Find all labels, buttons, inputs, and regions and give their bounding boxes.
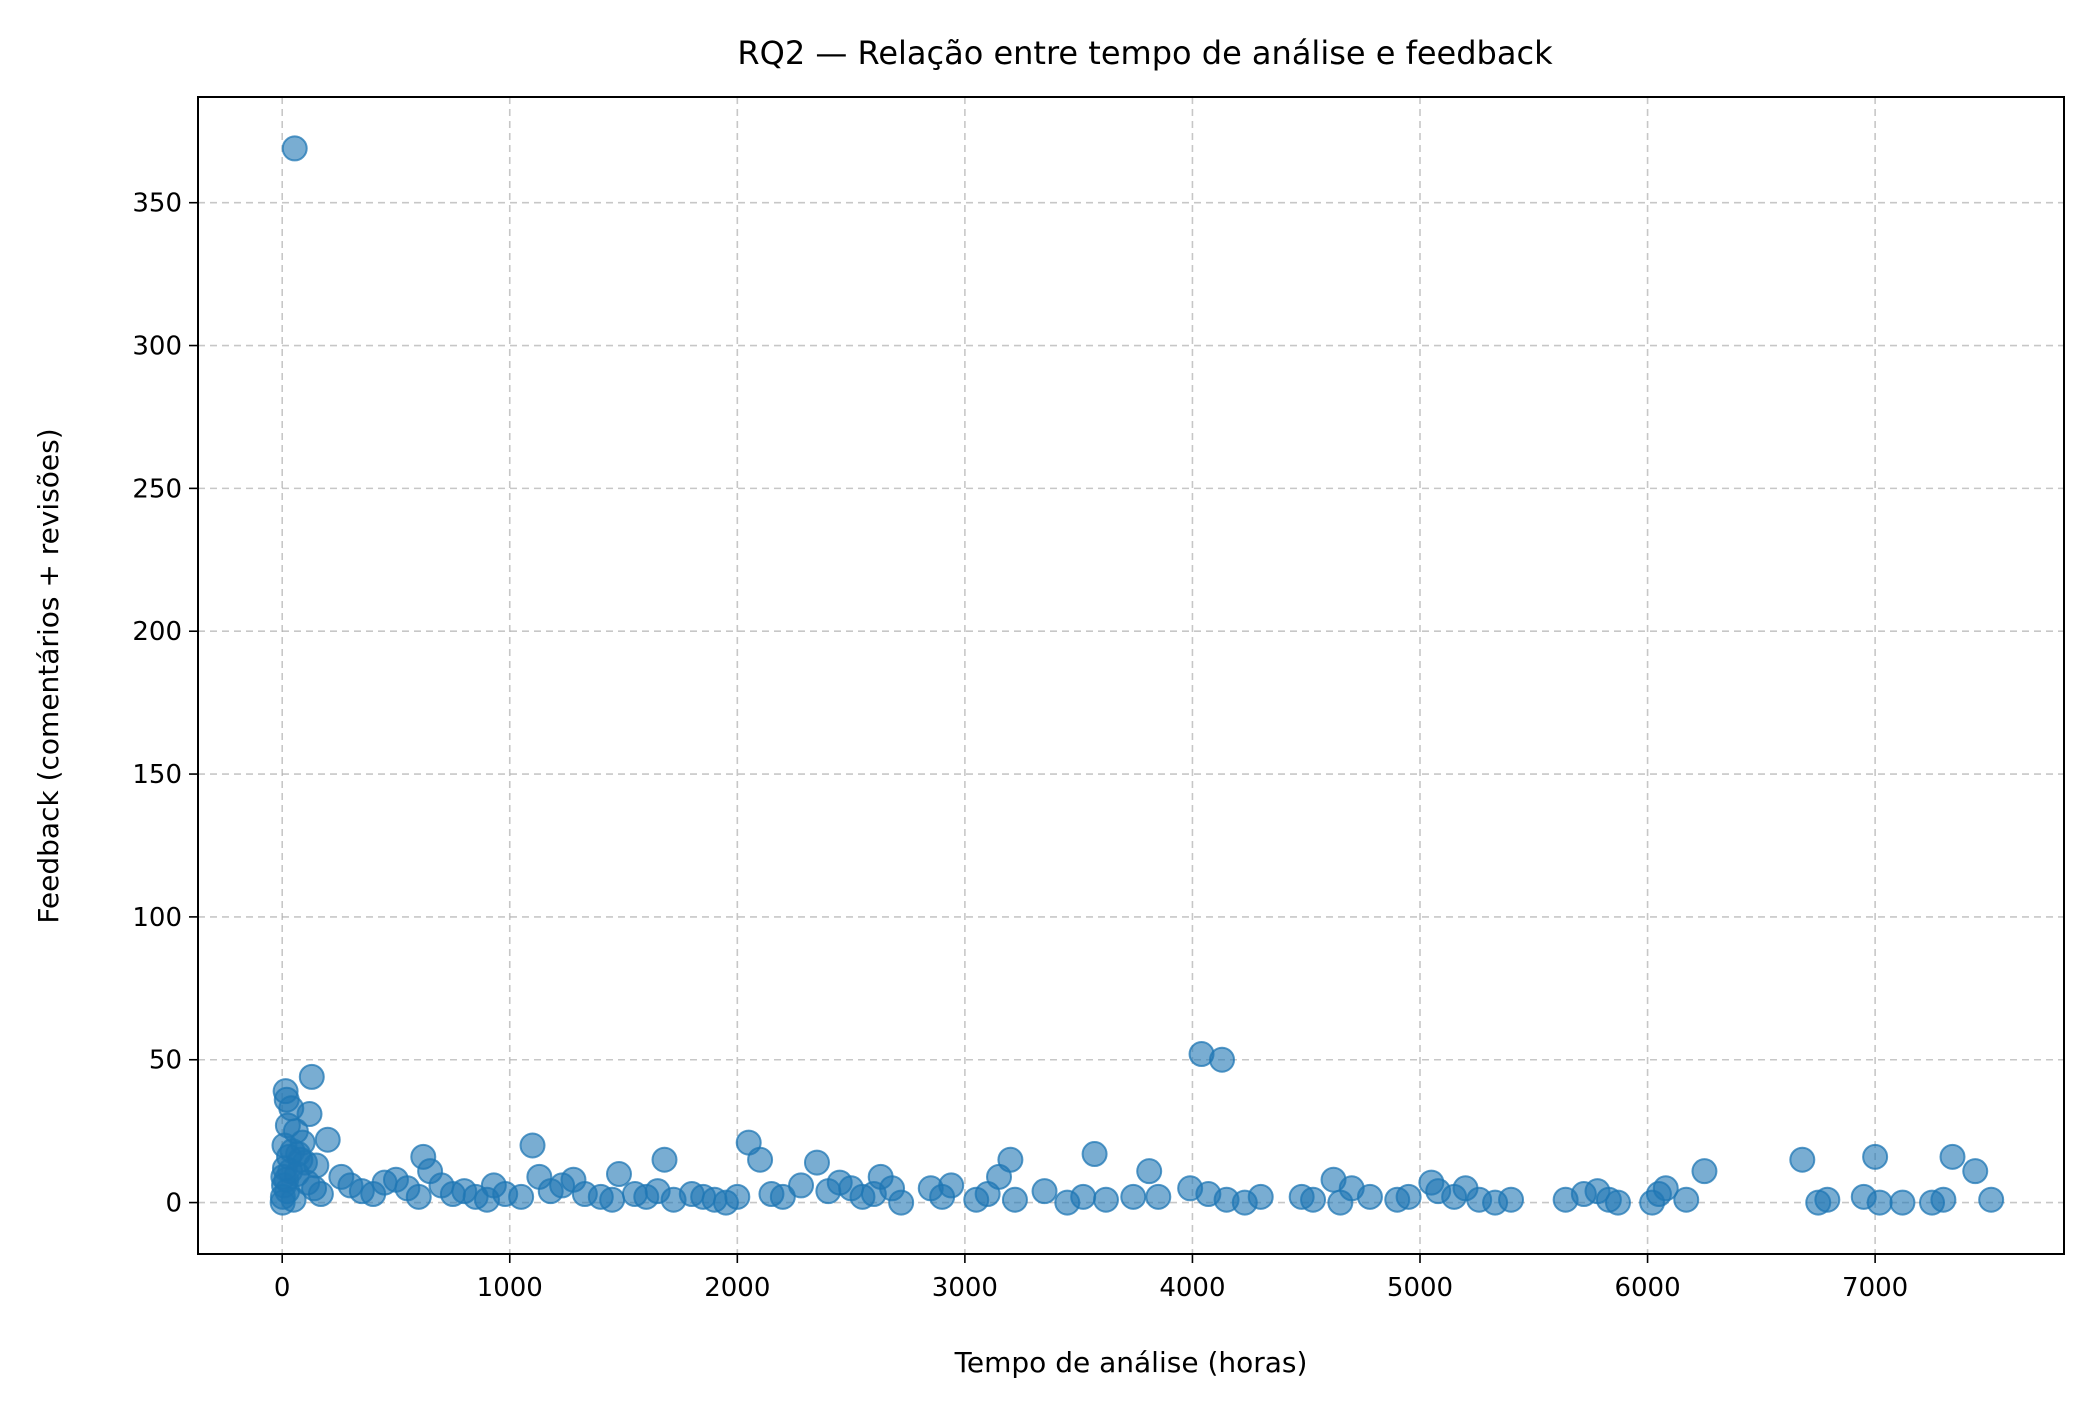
data-point <box>1136 1158 1163 1185</box>
data-point <box>1814 1186 1841 1213</box>
data-point <box>938 1172 965 1199</box>
data-point <box>1145 1183 1172 1210</box>
data-point <box>1001 1186 1028 1213</box>
data-point <box>307 1181 334 1208</box>
x-tick-label: 7000 <box>1842 1273 1908 1303</box>
data-point <box>1930 1186 1957 1213</box>
data-point <box>651 1146 678 1173</box>
data-point <box>1978 1186 2005 1213</box>
y-tick-label: 250 <box>132 474 182 504</box>
data-point <box>997 1146 1024 1173</box>
x-tick-label: 6000 <box>1614 1273 1680 1303</box>
y-tick-label: 100 <box>132 903 182 933</box>
data-point <box>1604 1189 1631 1216</box>
y-tick-label: 50 <box>149 1046 182 1076</box>
x-tick-label: 3000 <box>932 1273 998 1303</box>
data-point <box>1862 1143 1889 1170</box>
data-point <box>298 1063 325 1090</box>
data-point <box>599 1186 626 1213</box>
y-tick-label: 150 <box>132 760 182 790</box>
x-tick-label: 1000 <box>477 1273 543 1303</box>
data-point <box>1889 1189 1916 1216</box>
data-point <box>1356 1183 1383 1210</box>
x-tick-label: 5000 <box>1387 1273 1453 1303</box>
data-point <box>1789 1146 1816 1173</box>
data-point <box>405 1183 432 1210</box>
data-point <box>1300 1186 1327 1213</box>
data-point <box>1247 1183 1274 1210</box>
data-point <box>1395 1183 1422 1210</box>
data-point <box>1120 1183 1147 1210</box>
data-point <box>605 1161 632 1188</box>
data-point <box>1866 1189 1893 1216</box>
grid-layer <box>198 97 2064 1254</box>
data-point <box>269 1189 296 1216</box>
data-point <box>1962 1158 1989 1185</box>
data-point <box>1081 1141 1108 1168</box>
points-layer <box>269 135 2005 1216</box>
chart-title: RQ2 — Relação entre tempo de análise e f… <box>737 34 1553 72</box>
data-point <box>1209 1046 1236 1073</box>
data-point <box>769 1183 796 1210</box>
y-tick-label: 200 <box>132 617 182 647</box>
x-tick-label: 0 <box>274 1273 291 1303</box>
y-tick-label: 350 <box>132 189 182 219</box>
x-axis-label: Tempo de análise (horas) <box>954 1346 1308 1379</box>
data-point <box>1092 1186 1119 1213</box>
x-tick-label: 4000 <box>1159 1273 1225 1303</box>
data-point <box>508 1183 535 1210</box>
x-tick-label: 2000 <box>704 1273 770 1303</box>
data-point <box>1070 1183 1097 1210</box>
y-tick-label: 0 <box>165 1189 182 1219</box>
data-point <box>1498 1186 1525 1213</box>
data-point <box>1673 1186 1700 1213</box>
data-point <box>281 135 308 162</box>
plot-frame <box>197 96 2065 1255</box>
data-point <box>519 1132 546 1159</box>
data-point <box>296 1101 323 1128</box>
data-point <box>788 1172 815 1199</box>
data-point <box>724 1183 751 1210</box>
data-point <box>1691 1158 1718 1185</box>
data-point <box>803 1149 830 1176</box>
data-point <box>888 1189 915 1216</box>
data-point <box>1652 1175 1679 1202</box>
tick-layer: 0 1000 2000 3000 4000 5000 6000 7000 0 50 100 150 20… <box>132 189 1908 1303</box>
data-point <box>314 1126 341 1153</box>
y-axis-label: Feedback (comentários + revisões) <box>32 428 65 923</box>
data-point <box>747 1146 774 1173</box>
data-point <box>1939 1143 1966 1170</box>
y-tick-label: 300 <box>132 332 182 362</box>
data-point <box>1031 1178 1058 1205</box>
